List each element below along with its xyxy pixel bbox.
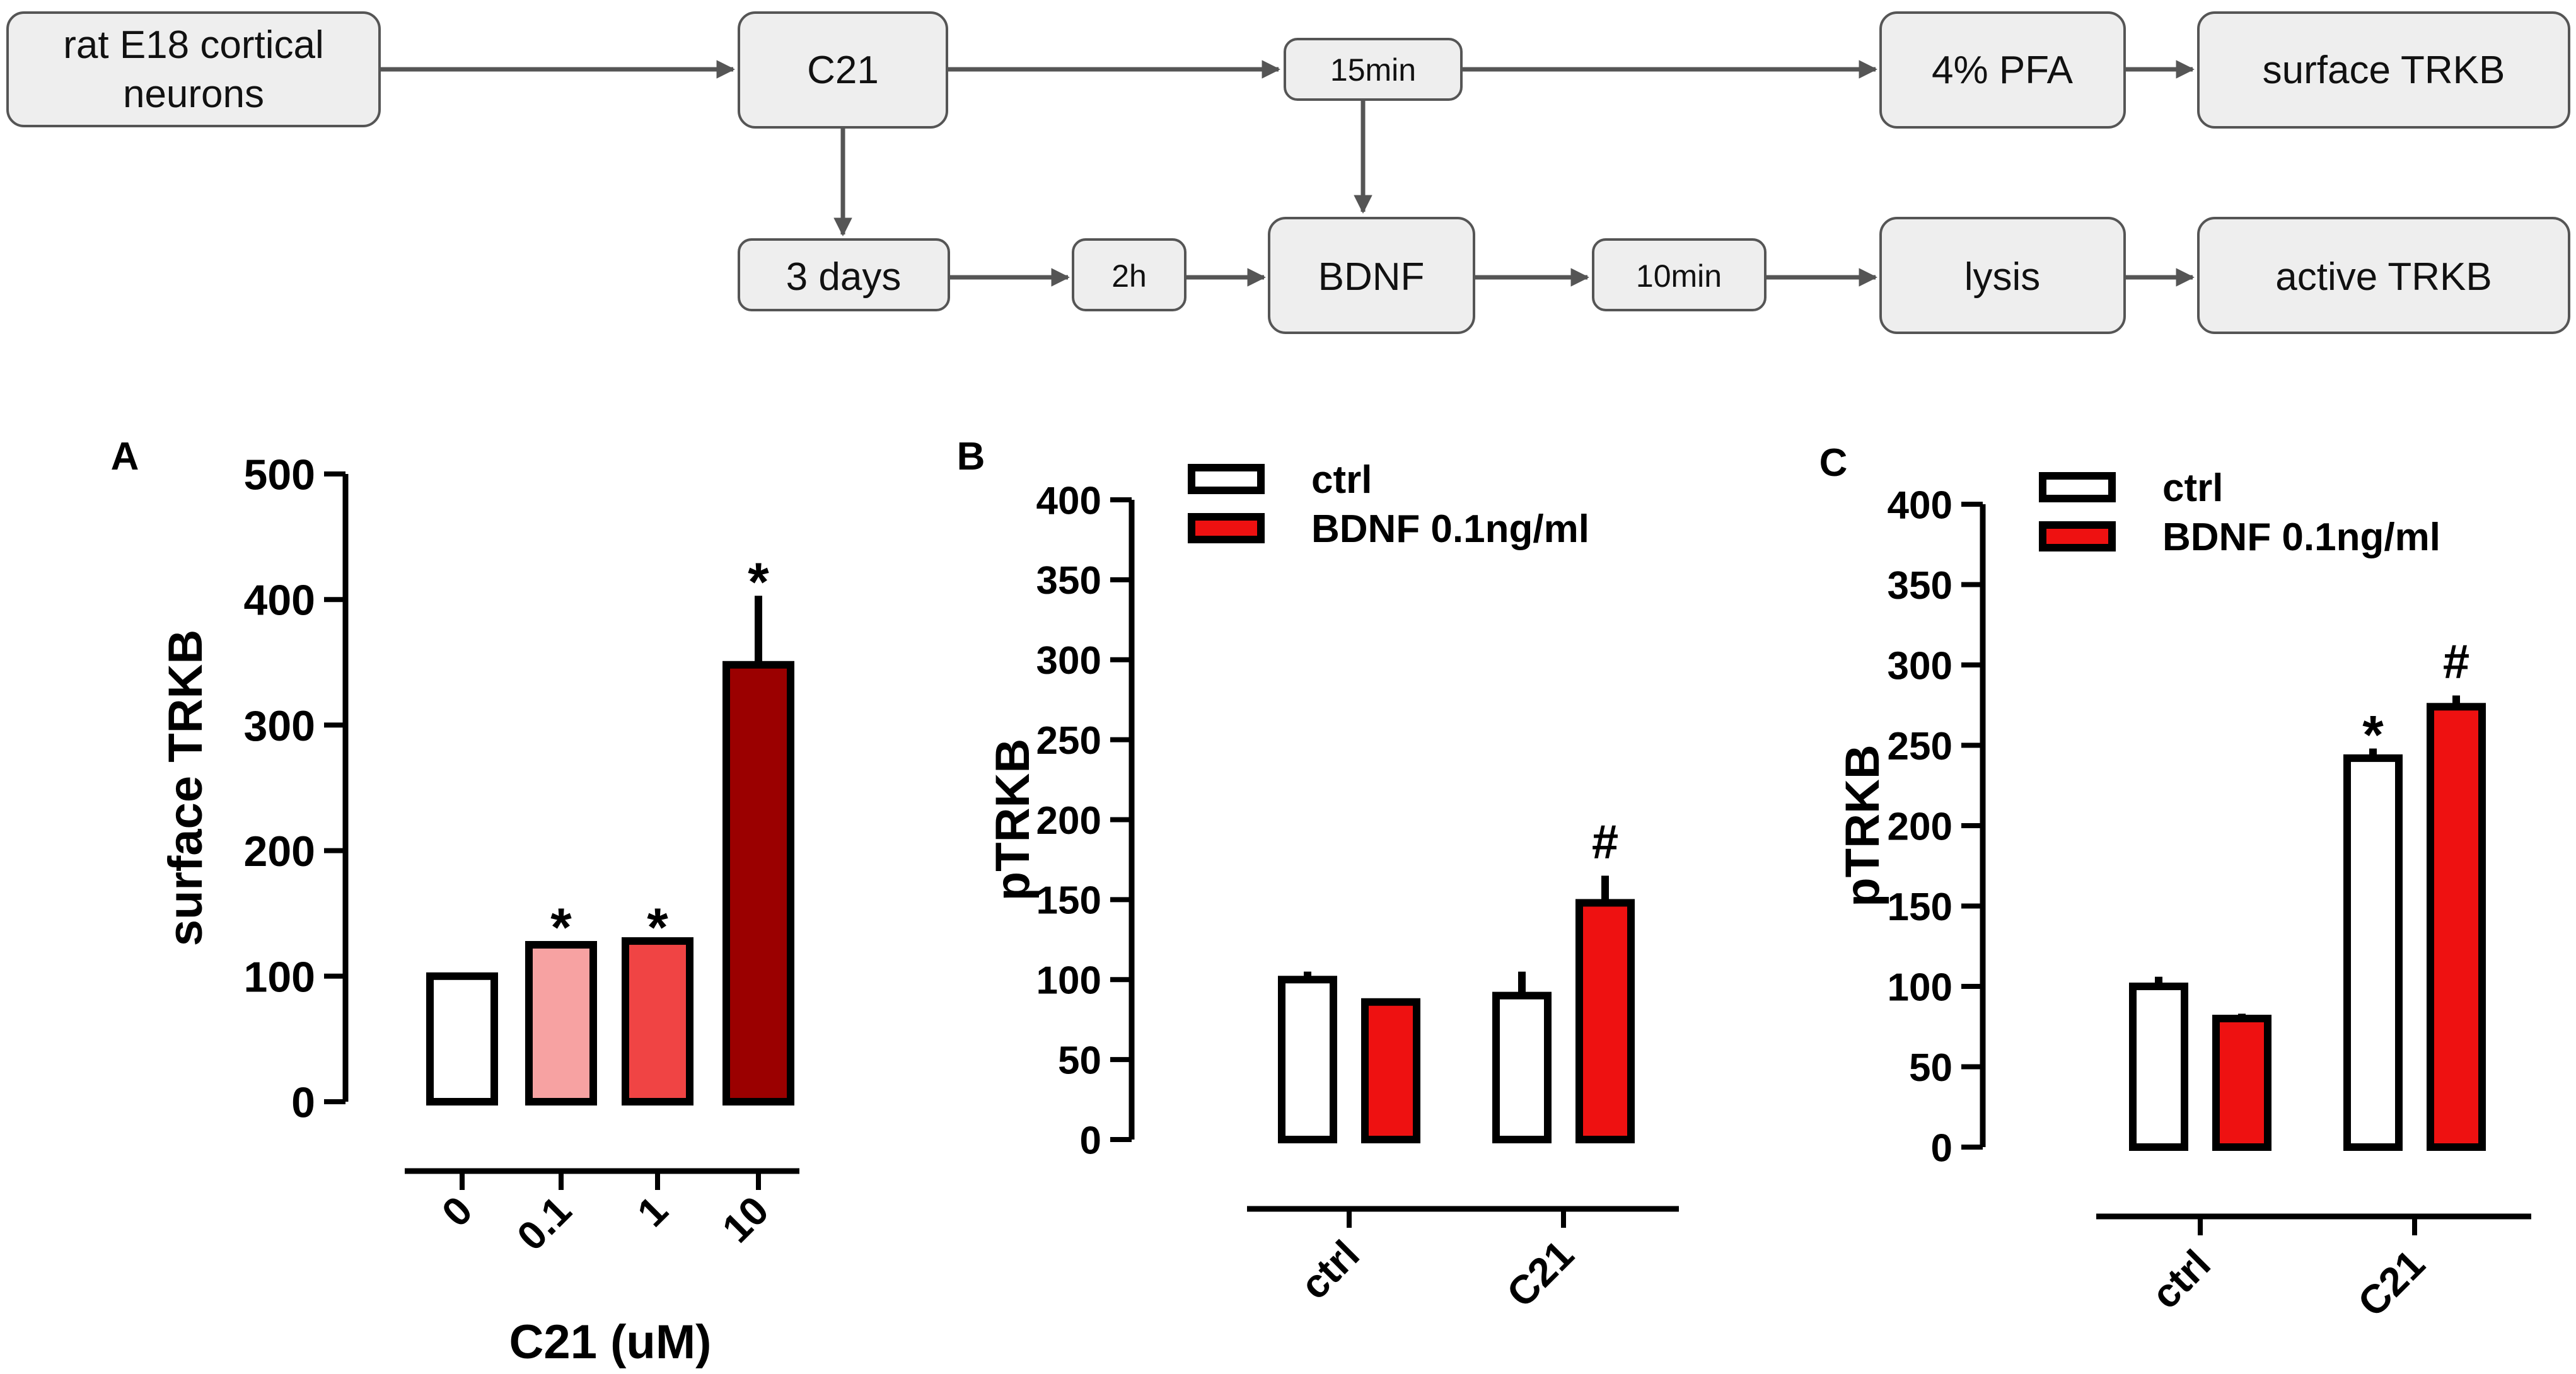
significance-mark: * bbox=[748, 552, 769, 613]
y-tick-label: 400 bbox=[1036, 479, 1101, 522]
y-tick-label: 50 bbox=[1909, 1046, 1952, 1090]
y-tick-label: 250 bbox=[1888, 725, 1952, 768]
node-rat-line1: rat E18 cortical bbox=[63, 23, 324, 67]
chart-panel-c: C 0 50 100 150 200 250 300 350 400 pTRKB ctrl * # C21 c… bbox=[1819, 441, 2531, 1325]
node-c21: C21 bbox=[738, 11, 948, 129]
y-tick-label: 400 bbox=[244, 577, 315, 625]
node-surface-trkb: surface TRKB bbox=[2197, 11, 2570, 129]
significance-mark: # bbox=[2443, 635, 2469, 688]
x-category-label: 1 bbox=[629, 1187, 676, 1235]
y-tick-label: 300 bbox=[1036, 639, 1101, 683]
node-pfa: 4% PFA bbox=[1879, 11, 2126, 129]
y-tick-label: 200 bbox=[1888, 805, 1952, 848]
node-3days: 3 days bbox=[738, 238, 950, 311]
node-lysis: lysis bbox=[1879, 217, 2126, 334]
node-rat-line2: neurons bbox=[123, 72, 264, 116]
significance-mark: * bbox=[550, 898, 572, 958]
node-bdnf-label: BDNF bbox=[1318, 255, 1425, 299]
y-axis-title: pTRKB bbox=[986, 739, 1040, 901]
x-category-label: 0.1 bbox=[508, 1187, 580, 1259]
chart-panel-a: A 0 100 200 300 400 500 surface TRKB 0 * 0.1 * 1 * 10 C… bbox=[111, 435, 799, 1369]
y-axis-title: surface TRKB bbox=[159, 630, 212, 947]
y-tick-label: 200 bbox=[244, 828, 315, 875]
node-pfa-label: 4% PFA bbox=[1932, 49, 2074, 92]
bar bbox=[1575, 899, 1635, 1143]
y-tick-label: 250 bbox=[1036, 719, 1101, 763]
x-category-label: ctrl bbox=[2143, 1241, 2219, 1317]
y-tick-label: 350 bbox=[1888, 564, 1952, 608]
y-tick-label: 150 bbox=[1036, 879, 1101, 923]
x-category-label: C21 bbox=[1498, 1232, 1582, 1316]
legend-swatch bbox=[1188, 513, 1265, 543]
protocol-flow-diagram: rat E18 cortical neurons C21 15min 4% PF… bbox=[6, 11, 2570, 334]
node-bdnf: BDNF bbox=[1268, 217, 1475, 334]
y-tick-label: 50 bbox=[1058, 1039, 1101, 1082]
bar bbox=[1492, 991, 1552, 1143]
significance-mark: # bbox=[1592, 815, 1618, 869]
chart-panel-b: B 0 50 100 150 200 250 300 350 400 pTRKB ctrl # C21 ct… bbox=[957, 435, 1679, 1316]
y-tick-label: 150 bbox=[1888, 886, 1952, 929]
y-tick-label: 300 bbox=[244, 702, 315, 750]
y-tick-label: 500 bbox=[244, 451, 315, 499]
flow-arrows bbox=[380, 60, 2195, 287]
legend-swatch bbox=[2039, 521, 2116, 551]
y-tick-label: 100 bbox=[1036, 959, 1101, 1003]
bar bbox=[2343, 754, 2403, 1151]
bar bbox=[426, 972, 498, 1106]
y-tick-label: 0 bbox=[291, 1078, 315, 1126]
node-surface-label: surface TRKB bbox=[2263, 49, 2505, 92]
bar bbox=[525, 941, 597, 1106]
node-active-label: active TRKB bbox=[2275, 255, 2492, 299]
significance-mark: * bbox=[647, 898, 668, 958]
node-10min: 10min bbox=[1592, 238, 1767, 311]
bar bbox=[722, 661, 794, 1106]
y-tick-label: 400 bbox=[1888, 483, 1952, 527]
y-tick-label: 100 bbox=[1888, 966, 1952, 1009]
node-10min-label: 10min bbox=[1636, 258, 1722, 294]
y-tick-label: 0 bbox=[1931, 1126, 1952, 1170]
legend-swatch bbox=[2039, 472, 2116, 502]
y-axis-title: pTRKB bbox=[1836, 744, 1889, 907]
legend-label: ctrl bbox=[2162, 466, 2223, 510]
bar bbox=[2129, 983, 2188, 1151]
node-15min: 15min bbox=[1284, 38, 1463, 101]
y-tick-label: 100 bbox=[244, 953, 315, 1001]
legend-swatch bbox=[1188, 464, 1265, 494]
node-active-trkb: active TRKB bbox=[2197, 217, 2570, 334]
x-category-label: ctrl bbox=[1292, 1232, 1368, 1308]
node-15min-label: 15min bbox=[1330, 52, 1416, 88]
bar bbox=[622, 937, 693, 1106]
y-tick-label: 200 bbox=[1036, 799, 1101, 843]
y-tick-label: 300 bbox=[1888, 644, 1952, 688]
node-2h: 2h bbox=[1072, 238, 1186, 311]
x-category-label: 10 bbox=[714, 1187, 777, 1251]
panel-letter-C: C bbox=[1819, 441, 1848, 485]
node-c21-label: C21 bbox=[807, 49, 879, 92]
x-axis-title: C21 (uM) bbox=[509, 1315, 712, 1369]
y-tick-label: 0 bbox=[1080, 1119, 1101, 1162]
y-tick-label: 350 bbox=[1036, 559, 1101, 603]
bar bbox=[2212, 1015, 2271, 1151]
panel-letter-B: B bbox=[957, 435, 985, 478]
node-3days-label: 3 days bbox=[786, 255, 902, 299]
significance-mark: * bbox=[2362, 705, 2384, 766]
x-category-label: C21 bbox=[2349, 1241, 2434, 1325]
legend-label: ctrl bbox=[1311, 458, 1372, 502]
bar bbox=[2427, 703, 2486, 1152]
node-lysis-label: lysis bbox=[1964, 255, 2041, 299]
node-2h-label: 2h bbox=[1111, 258, 1147, 294]
bar bbox=[1278, 976, 1337, 1143]
panel-letter-A: A bbox=[111, 435, 139, 478]
legend-label: BDNF 0.1ng/ml bbox=[2162, 516, 2440, 559]
legend-label: BDNF 0.1ng/ml bbox=[1311, 507, 1589, 551]
node-rat-neurons: rat E18 cortical neurons bbox=[6, 11, 381, 127]
bar bbox=[1361, 998, 1420, 1144]
x-category-label: 0 bbox=[433, 1187, 481, 1235]
